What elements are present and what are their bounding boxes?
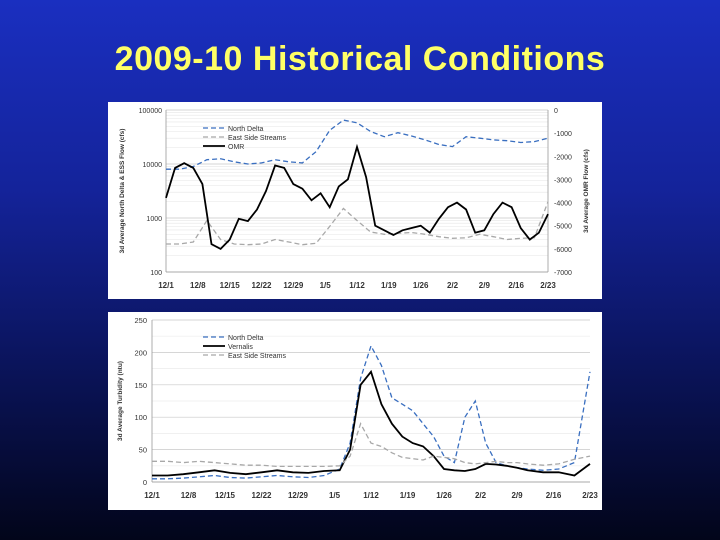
legend-label: North Delta [228, 126, 264, 133]
x-tick-label: 12/1 [158, 281, 174, 290]
y-tick-label: 1000 [146, 216, 162, 223]
x-tick-label: 1/12 [363, 491, 379, 500]
y-tick-label: 100000 [139, 108, 162, 115]
y2-tick-label: -1000 [554, 131, 572, 138]
y2-axis-label: 3d Average OMR Flow (cfs) [583, 149, 590, 233]
y-tick-label: 150 [134, 381, 147, 390]
x-tick-label: 2/23 [540, 281, 556, 290]
flow-chart-panel: 1000001000010001000-1000-2000-3000-4000-… [108, 102, 602, 299]
legend-label: North Delta [228, 335, 264, 342]
x-tick-label: 1/26 [436, 491, 452, 500]
series-line-east-side-streams [152, 424, 590, 467]
x-tick-label: 12/15 [215, 491, 236, 500]
x-tick-label: 2/9 [511, 491, 523, 500]
x-tick-label: 1/26 [413, 281, 429, 290]
series-line-vernalis [152, 372, 590, 476]
x-tick-label: 2/2 [447, 281, 459, 290]
y-axis-label: 3d Average North Delta & ESS Flow (cfs) [119, 129, 126, 254]
x-tick-label: 12/29 [288, 491, 309, 500]
flow-chart: 1000001000010001000-1000-2000-3000-4000-… [108, 102, 602, 299]
legend-label: Vernalis [228, 344, 253, 351]
series-line-north-delta [152, 346, 590, 479]
legend-label: East Side Streams [228, 353, 286, 360]
x-tick-label: 12/1 [144, 491, 160, 500]
series-line-omr [166, 147, 548, 249]
y-tick-label: 250 [134, 316, 147, 325]
y2-tick-label: -3000 [554, 177, 572, 184]
x-tick-label: 12/22 [251, 281, 272, 290]
legend-label: OMR [228, 144, 244, 151]
x-tick-label: 2/16 [546, 491, 562, 500]
y-axis-label: 3d Average Turbidity (ntu) [117, 361, 124, 441]
x-tick-label: 2/16 [508, 281, 524, 290]
y-tick-label: 10000 [143, 162, 163, 169]
x-tick-label: 2/2 [475, 491, 487, 500]
x-tick-label: 1/5 [320, 281, 332, 290]
slide-title: 2009-10 Historical Conditions [0, 40, 720, 79]
y2-tick-label: -7000 [554, 270, 572, 277]
y2-tick-label: -4000 [554, 201, 572, 208]
y2-tick-label: 0 [554, 108, 558, 115]
x-tick-label: 1/5 [329, 491, 341, 500]
y2-tick-label: -5000 [554, 224, 572, 231]
x-tick-label: 1/12 [349, 281, 365, 290]
legend-label: East Side Streams [228, 135, 286, 142]
y2-tick-label: -2000 [554, 154, 572, 161]
y2-tick-label: -6000 [554, 247, 572, 254]
y-tick-label: 100 [134, 413, 147, 422]
y-tick-label: 100 [150, 270, 162, 277]
x-tick-label: 12/15 [220, 281, 241, 290]
y-tick-label: 200 [134, 348, 147, 357]
x-tick-label: 1/19 [400, 491, 416, 500]
x-tick-label: 12/8 [181, 491, 197, 500]
y-tick-label: 0 [143, 478, 147, 487]
x-tick-label: 1/19 [381, 281, 397, 290]
x-tick-label: 2/23 [582, 491, 598, 500]
x-tick-label: 12/29 [283, 281, 304, 290]
turbidity-chart: 0 50 100 150 200 250 12/1 12/8 12/15 12/22 12/29 1/… [108, 312, 602, 510]
turbidity-chart-panel: 0 50 100 150 200 250 12/1 12/8 12/15 12/22 12/29 1/… [108, 312, 602, 510]
x-tick-label: 12/22 [251, 491, 272, 500]
y-tick-label: 50 [139, 446, 147, 455]
x-tick-label: 12/8 [190, 281, 206, 290]
x-tick-label: 2/9 [479, 281, 491, 290]
